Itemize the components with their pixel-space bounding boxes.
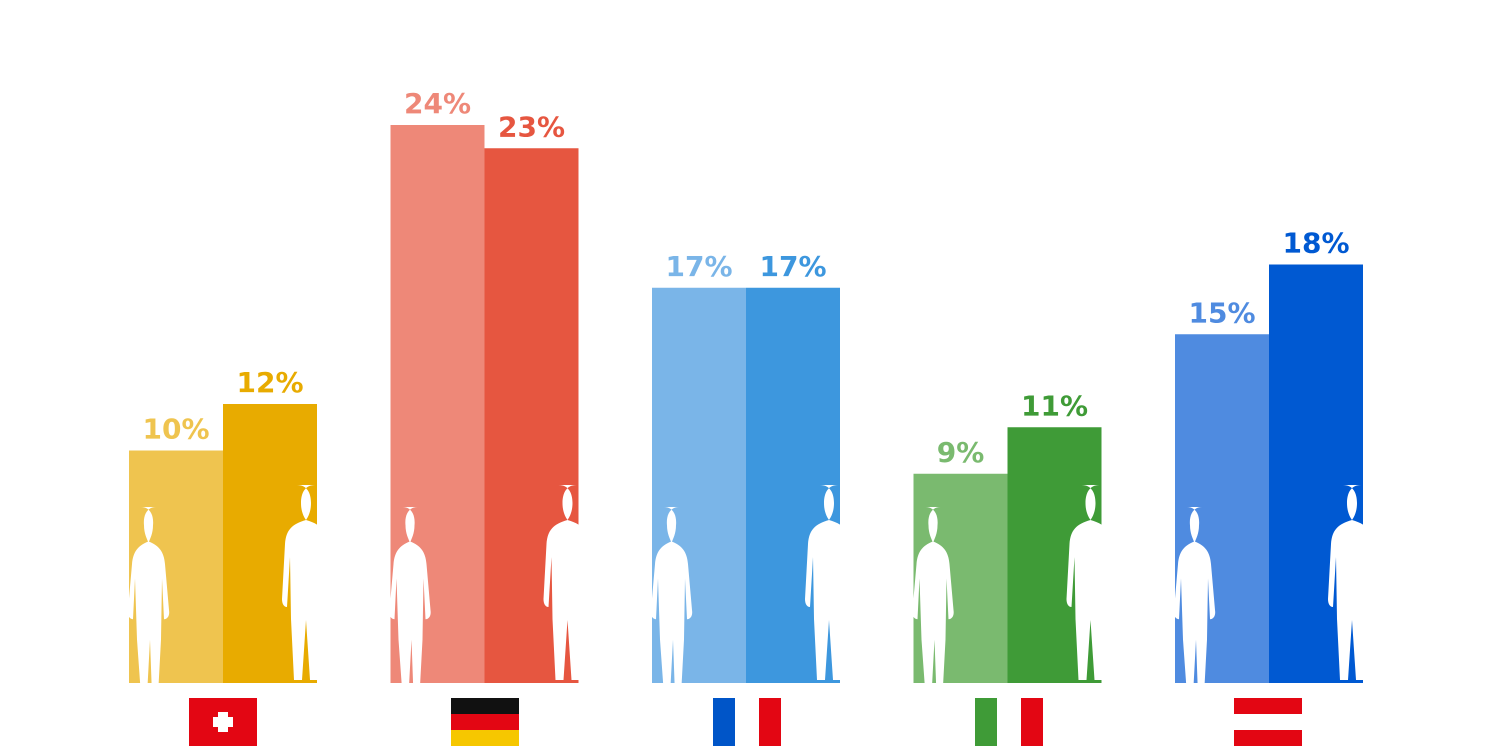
flag-italy xyxy=(975,698,1043,746)
value-label: 17% xyxy=(665,250,732,283)
silhouette-woman xyxy=(913,507,954,683)
value-label: 12% xyxy=(236,366,303,399)
silhouette xyxy=(805,485,840,680)
value-label: 17% xyxy=(759,250,826,283)
silhouette xyxy=(390,507,431,683)
flag-germany xyxy=(451,698,519,746)
value-label: 15% xyxy=(1188,296,1255,329)
silhouette-man xyxy=(1328,485,1363,680)
silhouette xyxy=(129,507,170,683)
flag-france xyxy=(713,698,781,746)
silhouette-man xyxy=(282,485,317,680)
silhouette xyxy=(913,507,954,683)
value-label: 10% xyxy=(142,413,209,446)
silhouette xyxy=(652,507,693,683)
silhouette-woman xyxy=(390,507,431,683)
silhouette-man xyxy=(1066,485,1102,680)
value-label: 9% xyxy=(937,436,985,469)
silhouette-man xyxy=(543,485,579,680)
value-label: 11% xyxy=(1021,389,1088,422)
value-label: 18% xyxy=(1282,227,1349,260)
silhouette-woman xyxy=(129,507,170,683)
silhouette xyxy=(1175,507,1216,683)
value-label: 24% xyxy=(404,87,471,120)
silhouette-woman xyxy=(1175,507,1216,683)
silhouette xyxy=(1066,485,1102,680)
silhouette-woman xyxy=(652,507,693,683)
silhouette xyxy=(282,485,317,680)
bars: 10% 24% 17% 9% 15% 12% 23% 17% 11% 18% xyxy=(129,87,1363,683)
silhouette xyxy=(543,485,579,680)
silhouette xyxy=(1328,485,1363,680)
flag-austria xyxy=(1234,698,1302,746)
flag-switzerland xyxy=(189,698,257,746)
silhouette-man xyxy=(805,485,840,680)
flags xyxy=(189,698,1302,746)
value-label: 23% xyxy=(498,110,565,143)
